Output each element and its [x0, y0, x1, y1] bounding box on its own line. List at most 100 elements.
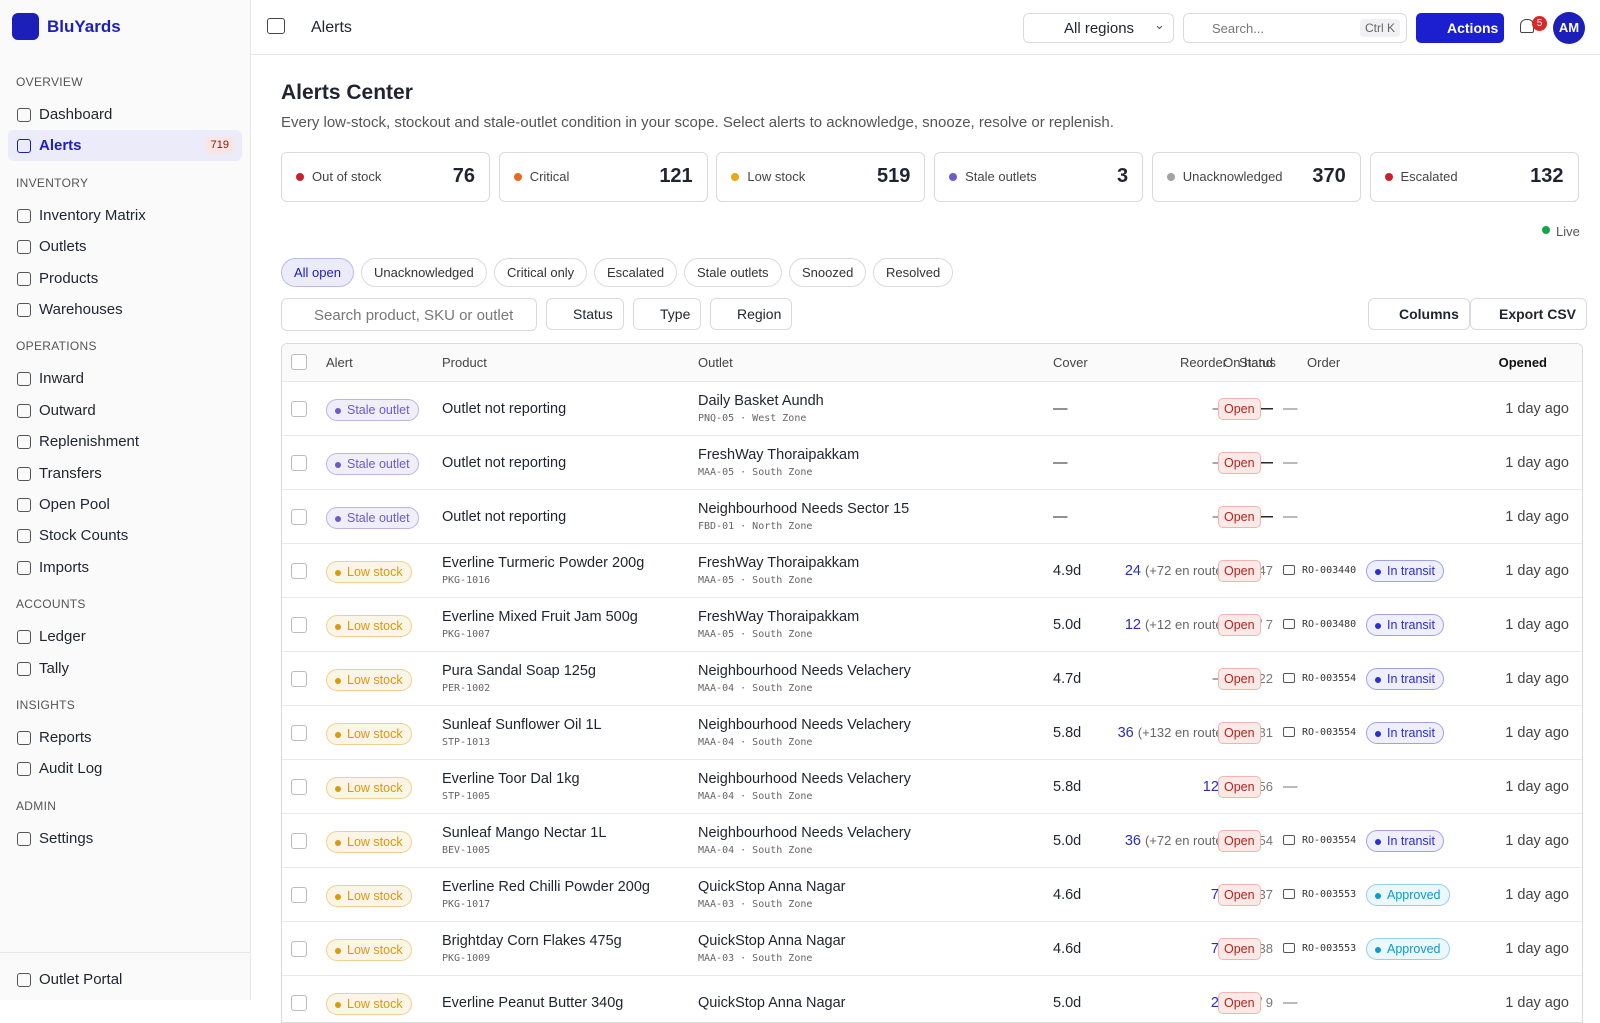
nav-item[interactable]: Outlet Portal: [8, 964, 242, 995]
logo: [12, 13, 39, 40]
region-select[interactable]: All regions ⌄: [1023, 13, 1174, 43]
checkbox[interactable]: [291, 563, 307, 579]
column-header[interactable]: Alert: [326, 355, 353, 370]
filter-tab[interactable]: Critical only: [494, 258, 588, 287]
cell-primary: FreshWay Thoraipakkam: [698, 555, 860, 571]
filter-tab[interactable]: Snoozed: [789, 258, 867, 287]
avatar[interactable]: AM: [1553, 12, 1585, 44]
nav-item[interactable]: Products: [8, 263, 242, 294]
opened: 1 day ago: [1505, 941, 1569, 957]
nav-item[interactable]: Alerts 719: [8, 130, 242, 162]
column-header[interactable]: On hand: [1223, 355, 1273, 370]
table-row[interactable]: Low stock Everline Turmeric Powder 200g PK…: [282, 543, 1582, 597]
nav-item[interactable]: Open Pool: [8, 489, 242, 520]
nav-item[interactable]: Inventory Matrix: [8, 200, 242, 231]
filter-tab[interactable]: Escalated: [594, 258, 678, 287]
nav-item[interactable]: Outlets: [8, 231, 242, 262]
column-header[interactable]: Product: [442, 355, 487, 370]
nav-item[interactable]: Audit Log: [8, 753, 242, 784]
nav-item[interactable]: Ledger: [8, 621, 242, 652]
sidebar-toggle[interactable]: [267, 18, 285, 34]
cell-secondary: MAA-05 · South Zone: [698, 575, 813, 586]
table-row[interactable]: Low stock Everline Toor Dal 1kg STP-1005 Ne…: [282, 759, 1582, 813]
export-button[interactable]: Export CSV: [1470, 298, 1588, 330]
nav-item[interactable]: Dashboard: [8, 99, 242, 130]
nav-item[interactable]: Warehouses: [8, 294, 242, 325]
table-row[interactable]: Low stock Brightday Corn Flakes 475g PKG-1…: [282, 921, 1582, 975]
table-search[interactable]: Search product, SKU or outlet: [281, 298, 537, 331]
nav-label: Transfers: [39, 464, 102, 482]
filter-tab[interactable]: All open: [281, 258, 354, 287]
filter-tab[interactable]: Unacknowledged: [361, 258, 487, 287]
checkbox[interactable]: [291, 779, 307, 795]
checkbox[interactable]: [291, 725, 307, 741]
search-placeholder: Search...: [1212, 21, 1265, 36]
table-row[interactable]: Stale outlet Outlet not reporting Daily Ba…: [282, 381, 1582, 435]
filter-button[interactable]: Status: [546, 298, 624, 330]
order-id: RO-003480: [1302, 619, 1357, 630]
table-row[interactable]: Low stock Sunleaf Sunflower Oil 1L STP-101…: [282, 705, 1582, 759]
cell-primary: Everline Turmeric Powder 200g: [442, 555, 645, 571]
columns-button[interactable]: Columns: [1368, 298, 1470, 330]
column-header[interactable]: Status: [1239, 355, 1276, 370]
checkbox[interactable]: [291, 833, 307, 849]
opened: 1 day ago: [1505, 671, 1569, 687]
opened: 1 day ago: [1505, 509, 1569, 525]
cell-primary: Neighbourhood Needs Sector 15: [698, 501, 910, 517]
checkbox[interactable]: [291, 354, 307, 370]
column-header[interactable]: Reorder: [1180, 355, 1227, 370]
stat-card: Low stock 519: [716, 152, 926, 202]
cell-primary: Everline Toor Dal 1kg: [442, 771, 580, 787]
cell-secondary: MAA-04 · South Zone: [698, 845, 813, 856]
global-search[interactable]: Search... Ctrl K: [1183, 13, 1407, 43]
stat-dot: [949, 173, 958, 181]
checkbox[interactable]: [291, 401, 307, 417]
reorder: 24 (+72 en route): [1125, 563, 1227, 579]
cell-secondary: PER-1002: [442, 683, 491, 694]
column-header[interactable]: Order: [1307, 355, 1341, 370]
nav-item[interactable]: Reports: [8, 722, 242, 753]
dot: [1375, 569, 1381, 575]
checkbox[interactable]: [291, 887, 307, 903]
table-row[interactable]: Low stock Everline Mixed Fruit Jam 500g PK…: [282, 597, 1582, 651]
nav-item[interactable]: Tally: [8, 653, 242, 684]
checkbox[interactable]: [291, 671, 307, 687]
dot: [1375, 623, 1381, 629]
nav-item[interactable]: Settings: [8, 823, 242, 854]
table-row[interactable]: Stale outlet Outlet not reporting Neighbou…: [282, 489, 1582, 543]
cell-primary: Neighbourhood Needs Velachery: [698, 825, 911, 841]
nav-item[interactable]: Replenishment: [8, 426, 242, 457]
nav-item[interactable]: Imports: [8, 552, 242, 583]
nav-item[interactable]: Stock Counts: [8, 520, 242, 551]
table-row[interactable]: Low stock Everline Peanut Butter 340g Quic…: [282, 975, 1582, 1022]
actions-button[interactable]: Actions: [1416, 13, 1504, 43]
checkbox[interactable]: [291, 995, 307, 1011]
filter-tab[interactable]: Stale outlets: [684, 258, 782, 287]
column-header[interactable]: Opened: [1498, 355, 1547, 370]
cell-primary: FreshWay Thoraipakkam: [698, 609, 860, 625]
alert-badge: Stale outlet: [326, 507, 419, 529]
nav-item[interactable]: Transfers: [8, 458, 242, 489]
nav-item[interactable]: Inward: [8, 363, 242, 394]
table-row[interactable]: Low stock Everline Red Chilli Powder 200g…: [282, 867, 1582, 921]
checkbox[interactable]: [291, 617, 307, 633]
table-row[interactable]: Stale outlet Outlet not reporting FreshWay…: [282, 435, 1582, 489]
table-row[interactable]: Low stock Sunleaf Mango Nectar 1L BEV-1005…: [282, 813, 1582, 867]
opened: 1 day ago: [1505, 833, 1569, 849]
filter-button[interactable]: Region: [710, 298, 793, 330]
nav-label: Open Pool: [39, 496, 110, 513]
checkbox[interactable]: [291, 509, 307, 525]
filter-tab[interactable]: Resolved: [873, 258, 954, 287]
stat-dot: [513, 173, 522, 181]
cover: 5.8d: [1053, 725, 1082, 741]
column-header[interactable]: Cover: [1053, 355, 1088, 370]
cover: —: [1053, 401, 1068, 417]
filter-button[interactable]: Type: [633, 298, 702, 330]
column-header[interactable]: Outlet: [698, 355, 733, 370]
nav-item[interactable]: Outward: [8, 395, 242, 426]
reorder-qty: 24: [1124, 563, 1141, 579]
checkbox[interactable]: [291, 455, 307, 471]
table-row[interactable]: Low stock Pura Sandal Soap 125g PER-1002 Ne…: [282, 651, 1582, 705]
dot: [1375, 839, 1381, 845]
checkbox[interactable]: [291, 941, 307, 957]
